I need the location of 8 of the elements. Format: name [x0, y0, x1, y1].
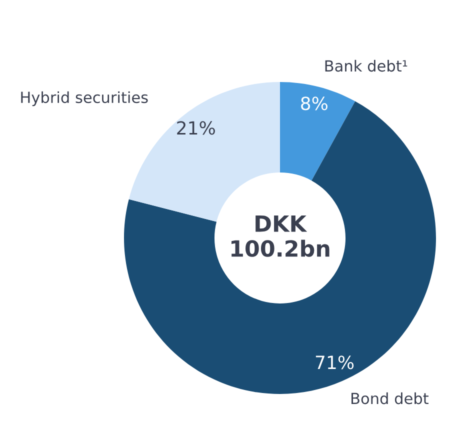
text: DKK 100.2bn: [232, 215, 330, 257]
data-label: 8%: [301, 96, 328, 110]
slice-label: Bank debt¹: [325, 60, 408, 72]
slice-label: Hybrid securities: [21, 91, 148, 106]
data-label: 71%: [316, 356, 354, 370]
data-label: 21%: [177, 121, 215, 135]
slice-label: Bond debt: [352, 392, 428, 404]
donut-slice: [280, 82, 356, 181]
